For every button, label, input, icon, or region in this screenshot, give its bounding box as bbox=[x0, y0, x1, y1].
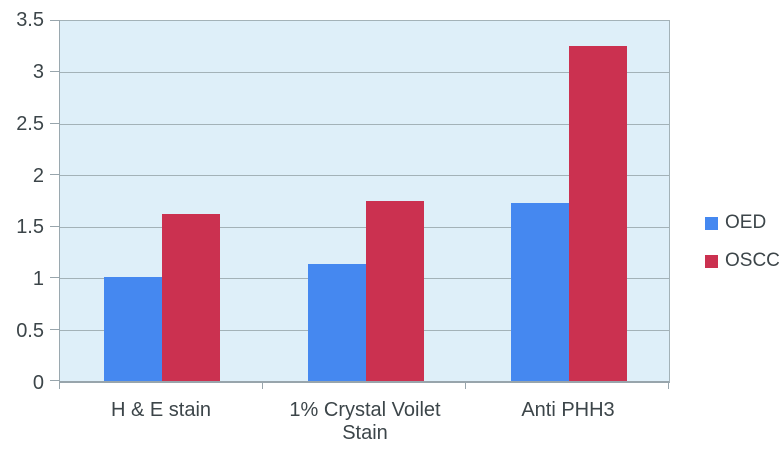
y-axis-tick bbox=[50, 174, 60, 176]
legend: OED OSCC bbox=[705, 212, 780, 272]
bar-oscc-anti-phh3 bbox=[569, 45, 627, 381]
legend-entry-oscc: OSCC bbox=[705, 250, 780, 272]
y-axis-tick-label: 1 bbox=[32, 268, 44, 290]
x-axis-tick bbox=[668, 381, 669, 389]
y-axis-tick-label: 3.5 bbox=[16, 9, 44, 31]
bar-oed-anti-phh3 bbox=[511, 203, 569, 381]
gridline bbox=[60, 226, 669, 228]
y-axis-tick-label: 2 bbox=[32, 165, 44, 187]
y-axis-tick-label: 0 bbox=[32, 372, 44, 394]
legend-label-oed: OED bbox=[725, 212, 767, 233]
y-axis-tick bbox=[50, 20, 60, 21]
legend-entry-oed: OED bbox=[705, 212, 780, 234]
y-axis-tick-label: 1.5 bbox=[16, 216, 44, 238]
y-axis-tick-label: 3 bbox=[32, 61, 44, 83]
y-axis-tick bbox=[50, 328, 60, 330]
legend-label-oscc: OSCC bbox=[725, 250, 780, 271]
y-axis-tick-label: 0.5 bbox=[16, 320, 44, 342]
x-axis-category-label: 1% Crystal Voilet Stain bbox=[289, 399, 441, 444]
bar-oed-1-crystal-voilet-stain bbox=[308, 263, 366, 381]
legend-swatch-oed-icon bbox=[705, 216, 718, 230]
bar-oscc-1-crystal-voilet-stain bbox=[366, 201, 424, 381]
x-axis-category-label: Anti PHH3 bbox=[521, 399, 615, 421]
y-axis-tick bbox=[50, 277, 60, 279]
x-axis-tick bbox=[464, 381, 466, 389]
y-axis-tick bbox=[50, 71, 60, 73]
x-axis-category-label: H & E stain bbox=[110, 399, 212, 421]
legend-swatch-oscc-icon bbox=[705, 254, 718, 268]
bar-oscc-h-e-stain bbox=[162, 214, 220, 381]
gridline bbox=[60, 123, 669, 125]
y-axis-tick bbox=[50, 225, 60, 227]
x-axis-tick bbox=[261, 381, 263, 389]
gridline bbox=[60, 175, 669, 177]
x-axis-tick bbox=[59, 381, 60, 389]
plot-area bbox=[50, 20, 670, 389]
y-axis-tick bbox=[50, 122, 60, 124]
bar-oed-h-e-stain bbox=[104, 277, 162, 381]
y-axis-tick-label: 2.5 bbox=[16, 113, 44, 135]
y-axis-tick bbox=[50, 380, 60, 381]
gridline bbox=[60, 72, 669, 74]
